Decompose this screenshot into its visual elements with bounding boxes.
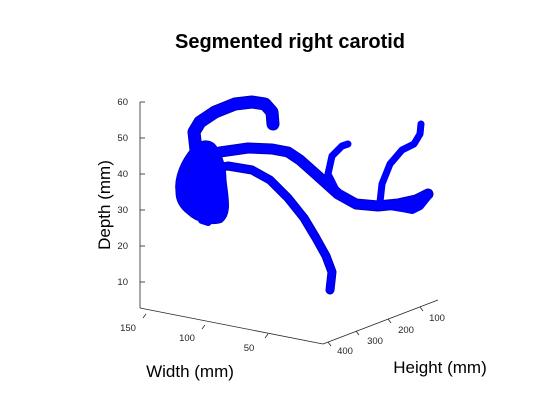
z-tick-label: 20 [117,241,128,252]
y-tick-label: 300 [367,336,383,347]
x-axis-line [140,308,323,344]
x-tick-label: 100 [179,333,195,344]
z-tick-labels: 60 50 40 30 20 10 [117,97,128,288]
y-tick-label: 400 [337,346,353,357]
vessel-right-hook [380,124,421,202]
y-tick-mark [328,342,331,346]
x-tick-mark [265,334,268,338]
chart-title: Segmented right carotid [175,31,405,53]
y-tick-label: 200 [398,325,414,336]
x-tick-mark [202,325,205,329]
y-tick-labels: 100 200 300 400 [337,313,445,357]
x-tick-label: 50 [244,343,255,354]
z-tick-label: 30 [117,205,128,216]
x-tick-mark [143,314,146,318]
y-axis-label: Height (mm) [393,358,487,377]
x-tick-marks [143,314,268,338]
axes [140,102,438,344]
x-axis-label: Width (mm) [146,362,234,381]
x-tick-label: 150 [120,323,136,334]
z-tick-label: 40 [117,169,128,180]
x-tick-labels: 150 100 50 [120,323,254,354]
y-tick-mark [388,319,391,323]
vessel-series [176,102,428,290]
z-tick-label: 10 [117,277,128,288]
y-tick-label: 100 [429,313,445,324]
z-tick-marks [140,102,145,282]
z-tick-label: 50 [117,133,128,144]
z-tick-label: 60 [117,97,128,108]
y-tick-mark [420,307,423,311]
z-axis-label: Depth (mm) [95,160,114,250]
y-tick-mark [356,331,359,335]
